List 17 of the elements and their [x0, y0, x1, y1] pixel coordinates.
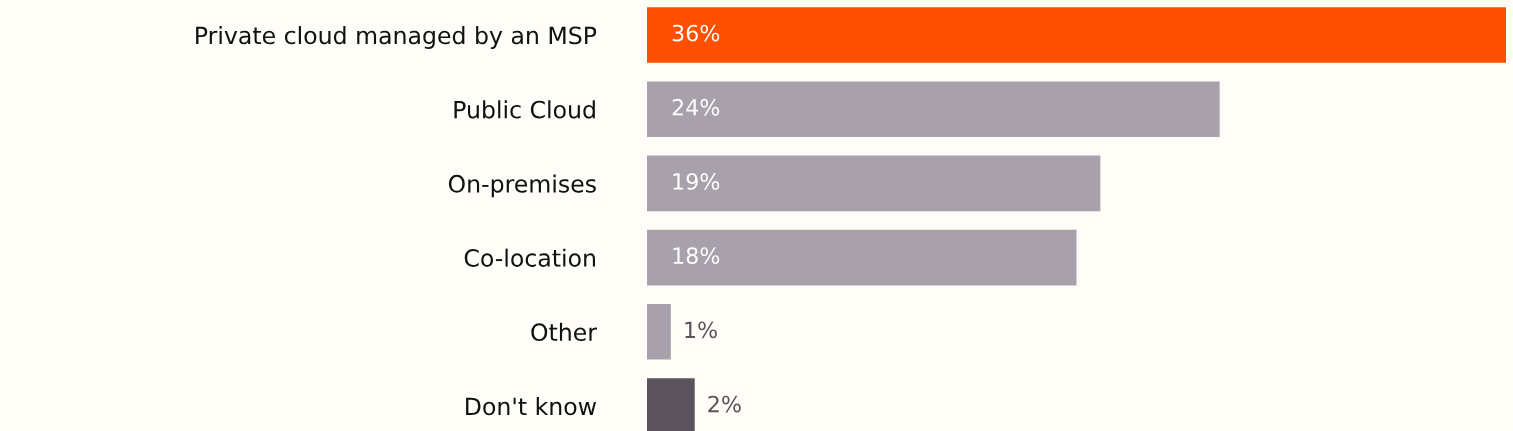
bar [647, 7, 1506, 63]
y-tick-label: Public Cloud [454, 100, 595, 119]
bar [647, 303, 671, 360]
data-label: 24% [672, 98, 720, 116]
y-tick-label: Private cloud managed by an MSP [196, 26, 597, 49]
bar [647, 229, 1077, 286]
data-label: 36% [672, 24, 720, 42]
y-tick-label: On-premises [448, 174, 596, 198]
y-tick-label: Don't know [466, 397, 597, 416]
bar [647, 81, 1220, 138]
data-label: 18% [673, 247, 720, 265]
data-label: 1% [685, 321, 717, 339]
y-tick-label: Other [531, 322, 597, 342]
data-label: 19% [673, 173, 720, 190]
y-tick-label: Co-location [464, 248, 595, 267]
data-label: 2% [708, 395, 741, 413]
bar [647, 155, 1101, 212]
